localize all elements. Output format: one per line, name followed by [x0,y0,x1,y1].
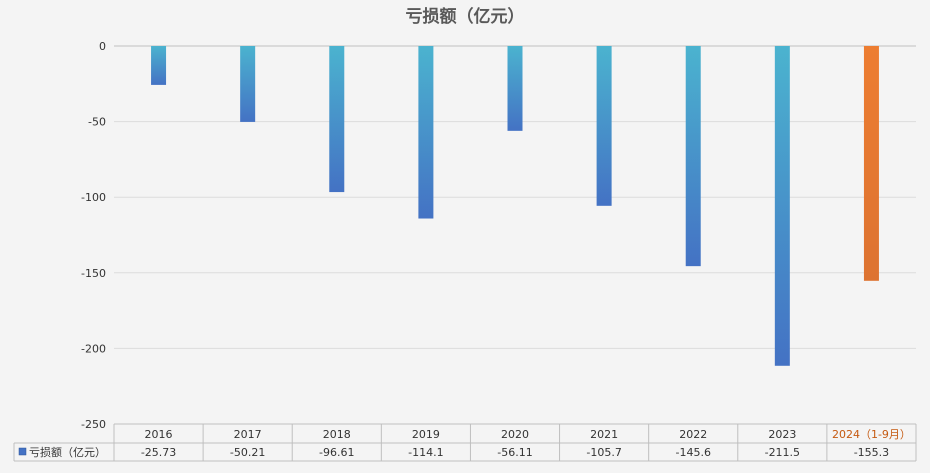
data-label: -105.7 [586,446,621,459]
category-label: 2017 [234,428,262,441]
data-label: -25.73 [141,446,176,459]
bars [151,46,879,366]
bar [596,46,612,206]
y-tick-label: -50 [88,116,106,129]
y-tick-label: -250 [81,418,106,431]
bar [507,46,523,131]
category-label: 2020 [501,428,529,441]
data-label: -211.5 [765,446,800,459]
data-label: -155.3 [854,446,889,459]
data-label: -50.21 [230,446,265,459]
bar [151,46,167,85]
category-label: 2019 [412,428,440,441]
data-table: 2016 -25.73 2017 -50.21 2018 -96.61 2019 -114.1… [13,423,917,462]
bar [329,46,345,193]
data-label: -96.61 [319,446,354,459]
category-label: 2021 [590,428,618,441]
bar [240,46,256,122]
category-label: 2022 [679,428,707,441]
bar [418,46,434,219]
chart-title: 亏损额（亿元） [406,6,525,27]
category-label: 2024（1-9月） [832,428,911,441]
bar [774,46,790,366]
legend-swatch [18,447,27,456]
legend-label: 亏损额（亿元） [29,445,106,459]
bar [863,46,879,281]
y-tick-label: 0 [99,40,106,53]
y-tick-label: -200 [81,342,106,355]
data-label: -145.6 [675,446,710,459]
bar [685,46,701,267]
y-tick-label: -100 [81,191,106,204]
category-label: 2018 [323,428,351,441]
data-label: -114.1 [408,446,443,459]
category-label: 2016 [145,428,173,441]
y-axis-ticks: 0 -50 -100 -150 -200 -250 [81,40,106,431]
data-label: -56.11 [497,446,532,459]
y-tick-label: -150 [81,267,106,280]
category-label: 2023 [768,428,796,441]
